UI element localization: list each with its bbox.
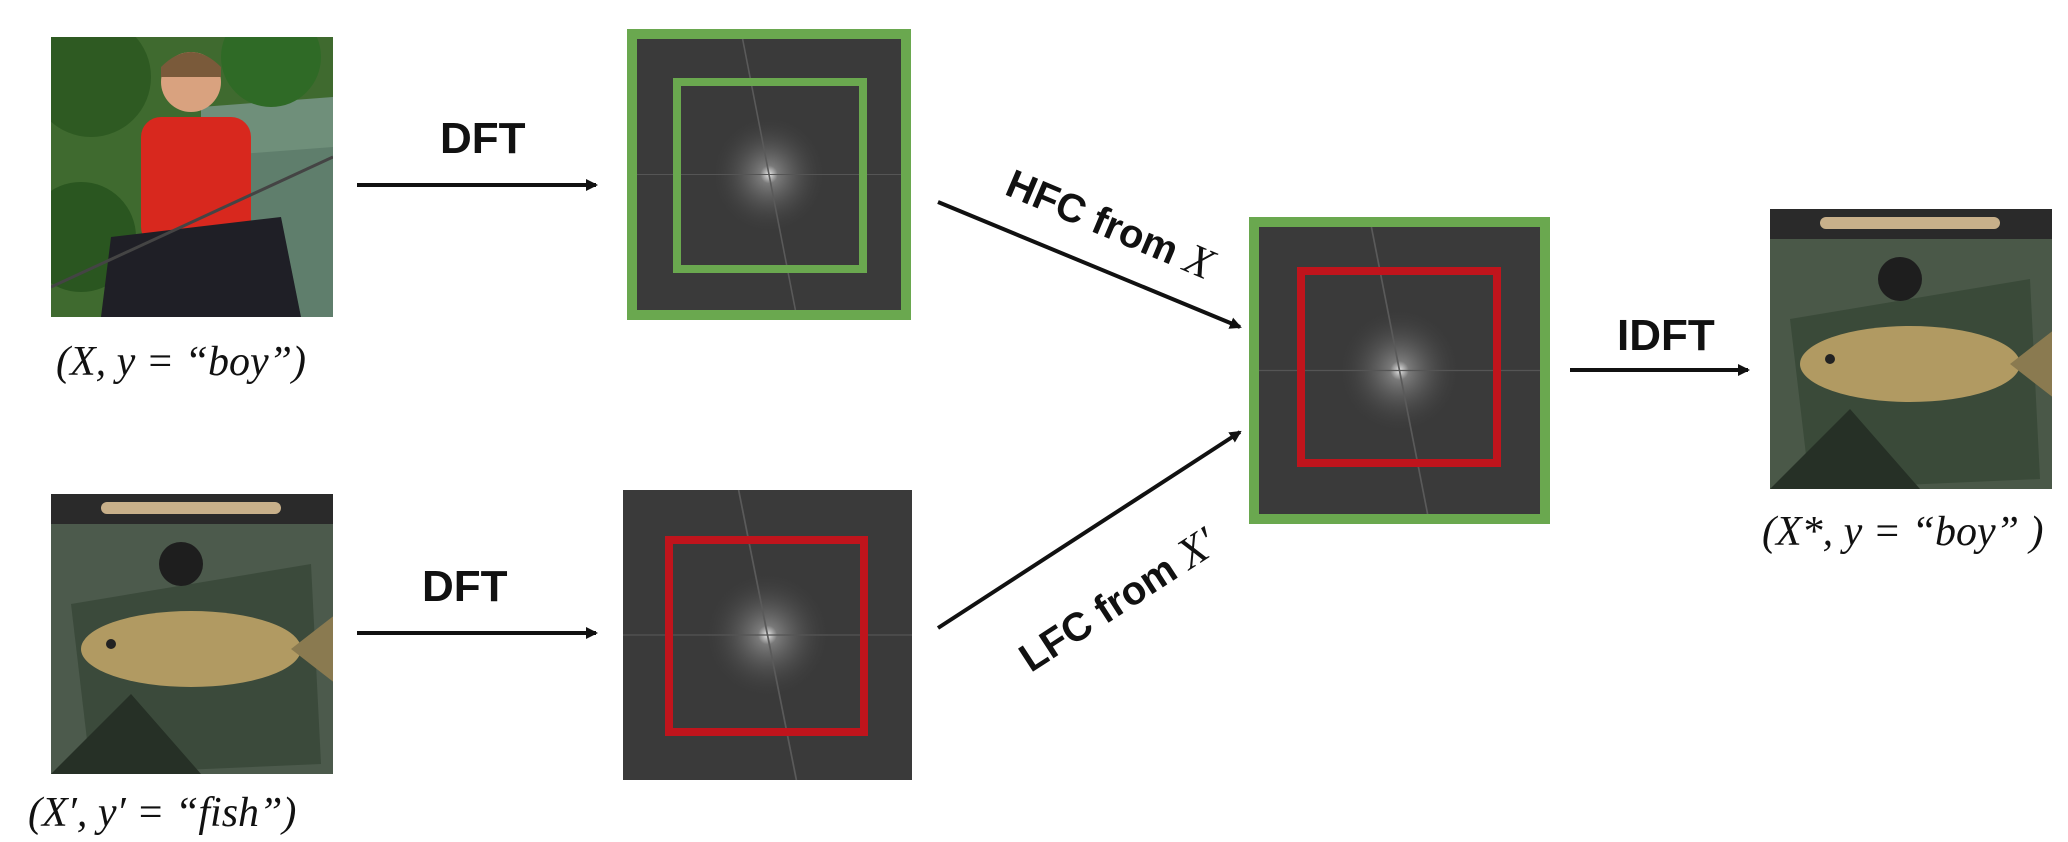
dft-label-top: DFT	[440, 114, 526, 163]
caption-fish: (X′, y′ = “fish”)	[28, 790, 297, 836]
spectrum-combined	[1249, 217, 1550, 524]
spectrum-bottom	[623, 490, 912, 780]
fish-photo	[51, 494, 333, 774]
high-frequency-box-top	[673, 78, 867, 273]
dft-label-bottom: DFT	[422, 562, 508, 611]
caption-boy: (X, y = “boy”)	[56, 339, 306, 385]
low-frequency-box-bottom	[665, 536, 868, 736]
arrow-hfc	[937, 200, 1242, 329]
arrow-lfc	[936, 430, 1242, 630]
low-frequency-box-combined	[1297, 267, 1501, 467]
spectrum-top	[627, 29, 911, 320]
boy-photo	[51, 37, 333, 317]
caption-result: (X*, y = “boy” )	[1762, 509, 2044, 555]
idft-label: IDFT	[1617, 311, 1715, 360]
result-photo	[1770, 209, 2052, 489]
